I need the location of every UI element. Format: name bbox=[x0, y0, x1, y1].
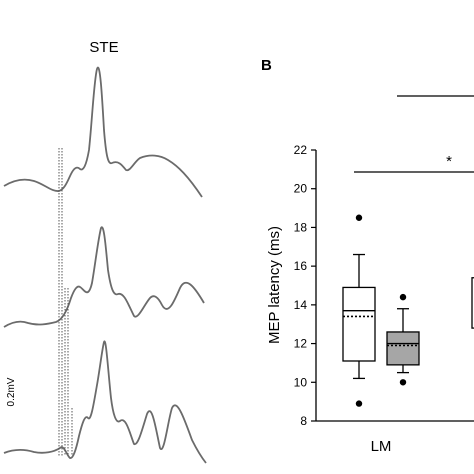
trace-1 bbox=[3, 66, 203, 198]
x-category-label: LM bbox=[371, 438, 392, 455]
y-tick-label: 14 bbox=[294, 298, 308, 312]
significance-star: * bbox=[446, 153, 452, 170]
y-tick-label: 18 bbox=[294, 220, 308, 234]
box-series bbox=[342, 214, 474, 407]
box-2 bbox=[386, 293, 420, 386]
outlier-point bbox=[399, 293, 407, 301]
box-iqr bbox=[386, 331, 420, 366]
panel-a-title: STE bbox=[89, 39, 118, 56]
outlier-point bbox=[355, 214, 363, 221]
y-tick-label: 12 bbox=[294, 337, 308, 351]
box-iqr bbox=[342, 286, 376, 362]
panel-a: STE 0.2mV bbox=[3, 39, 207, 464]
panel-b-label: B bbox=[261, 57, 272, 74]
panel-b: B MEP latency (ms) 8 10 12 14 16 18 20 22 * LM bbox=[261, 57, 474, 455]
y-axis-title: MEP latency (ms) bbox=[266, 226, 283, 344]
y-axis: 8 10 12 14 16 18 20 22 bbox=[294, 143, 474, 428]
trace-2 bbox=[3, 226, 205, 328]
voltage-scale-label: 0.2mV bbox=[6, 377, 17, 406]
y-tick-label: 20 bbox=[294, 182, 308, 196]
outlier-point bbox=[355, 400, 363, 407]
y-tick-label: 10 bbox=[294, 375, 308, 389]
y-tick-label: 22 bbox=[294, 143, 308, 157]
box-partial-right bbox=[471, 277, 474, 329]
y-tick-label: 8 bbox=[300, 414, 307, 428]
outlier-point bbox=[399, 379, 407, 386]
trace-3 bbox=[3, 340, 207, 464]
latency-markers bbox=[58, 148, 73, 456]
box-1 bbox=[342, 214, 376, 407]
significance-bars: * bbox=[354, 95, 474, 173]
y-tick-label: 16 bbox=[294, 259, 308, 273]
